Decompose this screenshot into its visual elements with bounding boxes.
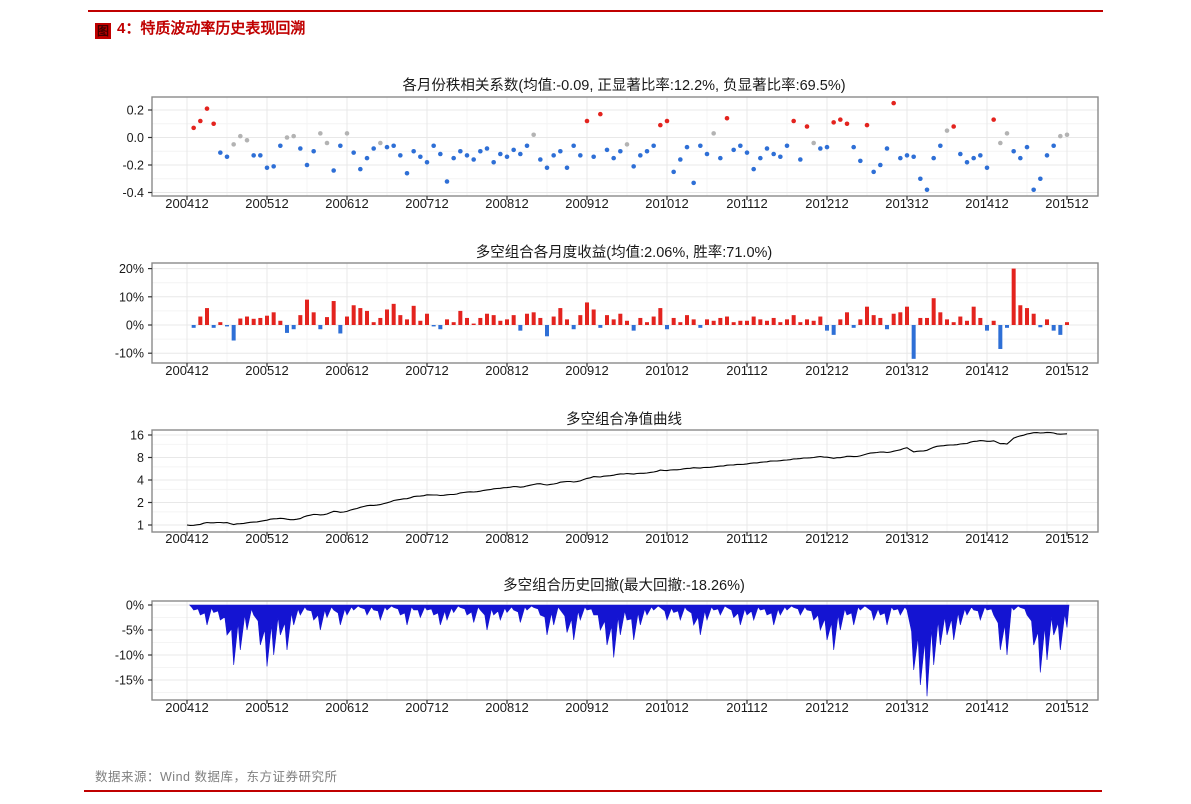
svg-text:200412: 200412 — [165, 363, 208, 378]
historical-drawdown-chart: 200412 200512 200612 200712 200812 200912 2010… — [115, 599, 1099, 715]
svg-text:200912: 200912 — [565, 196, 608, 211]
svg-text:-5%: -5% — [122, 624, 144, 638]
svg-text:200812: 200812 — [485, 196, 528, 211]
svg-text:201012: 201012 — [645, 531, 688, 546]
svg-text:201212: 201212 — [805, 531, 848, 546]
svg-text:201312: 201312 — [885, 363, 928, 378]
figure-caption-text: 4：特质波动率历史表现回溯 — [117, 20, 306, 37]
svg-text:200612: 200612 — [325, 700, 368, 715]
svg-text:1: 1 — [137, 519, 144, 533]
svg-text:200712: 200712 — [405, 196, 448, 211]
svg-text:201512: 201512 — [1045, 196, 1088, 211]
svg-text:200712: 200712 — [405, 700, 448, 715]
svg-text:201312: 201312 — [885, 531, 928, 546]
svg-text:200612: 200612 — [325, 531, 368, 546]
svg-text:201412: 201412 — [965, 196, 1008, 211]
svg-text:200512: 200512 — [245, 700, 288, 715]
svg-text:201312: 201312 — [885, 196, 928, 211]
svg-text:200712: 200712 — [405, 531, 448, 546]
monthly-returns-chart: 200412 200512 200612 200712 200812 200912 2010… — [115, 262, 1099, 378]
figure-badge-icon: 图 — [95, 23, 111, 39]
svg-text:201112: 201112 — [726, 700, 767, 715]
svg-text:-10%: -10% — [115, 347, 144, 361]
svg-text:200812: 200812 — [485, 363, 528, 378]
svg-text:200512: 200512 — [245, 531, 288, 546]
svg-text:201312: 201312 — [885, 700, 928, 715]
historical-drawdown-title: 多空组合历史回撤(最大回撤:-18.26%) — [503, 578, 745, 594]
svg-text:200912: 200912 — [565, 700, 608, 715]
svg-text:201012: 201012 — [645, 363, 688, 378]
svg-text:201512: 201512 — [1045, 531, 1088, 546]
svg-text:2: 2 — [137, 496, 144, 510]
svg-text:201212: 201212 — [805, 363, 848, 378]
svg-text:200712: 200712 — [405, 363, 448, 378]
svg-text:200912: 200912 — [565, 531, 608, 546]
caption-bottom-rule — [84, 790, 1102, 792]
svg-text:-0.4: -0.4 — [122, 186, 144, 200]
svg-text:-0.2: -0.2 — [122, 159, 144, 173]
svg-text:0.0: 0.0 — [127, 131, 144, 145]
svg-text:201212: 201212 — [805, 196, 848, 211]
svg-text:201112: 201112 — [726, 363, 767, 378]
svg-text:201412: 201412 — [965, 363, 1008, 378]
monthly-returns-title: 多空组合各月度收益(均值:2.06%, 胜率:71.0%) — [475, 245, 773, 261]
svg-text:200412: 200412 — [165, 531, 208, 546]
caption-top-rule — [88, 10, 1103, 12]
svg-text:201012: 201012 — [645, 196, 688, 211]
svg-text:201112: 201112 — [726, 196, 767, 211]
svg-text:4: 4 — [137, 474, 144, 488]
svg-text:8: 8 — [137, 451, 144, 465]
figure-caption: 图 4：特质波动率历史表现回溯 — [95, 17, 305, 39]
svg-text:201212: 201212 — [805, 700, 848, 715]
svg-text:201112: 201112 — [726, 531, 767, 546]
svg-text:201512: 201512 — [1045, 363, 1088, 378]
svg-text:200512: 200512 — [245, 196, 288, 211]
nav-curve-chart: 200412 200512 200612 200712 200812 200912 2010… — [130, 429, 1099, 546]
svg-text:201412: 201412 — [965, 700, 1008, 715]
svg-text:16: 16 — [130, 429, 144, 443]
rank-correlation-title: 各月份秩相关系数(均值:-0.09, 正显著比率:12.2%, 负显著比率:69… — [402, 78, 846, 94]
svg-text:0.2: 0.2 — [127, 104, 144, 118]
svg-text:-15%: -15% — [115, 674, 144, 688]
svg-text:200512: 200512 — [245, 363, 288, 378]
svg-text:200612: 200612 — [325, 196, 368, 211]
svg-text:10%: 10% — [119, 290, 144, 304]
svg-text:200812: 200812 — [485, 700, 528, 715]
data-source-note: 数据来源：Wind 数据库，东方证券研究所 — [95, 770, 338, 784]
svg-text:201512: 201512 — [1045, 700, 1088, 715]
svg-text:200612: 200612 — [325, 363, 368, 378]
svg-text:200412: 200412 — [165, 196, 208, 211]
svg-text:0%: 0% — [126, 319, 144, 333]
svg-text:200812: 200812 — [485, 531, 528, 546]
svg-text:-10%: -10% — [115, 649, 144, 663]
svg-text:200412: 200412 — [165, 700, 208, 715]
svg-text:0%: 0% — [126, 599, 144, 613]
svg-text:201012: 201012 — [645, 700, 688, 715]
svg-text:200912: 200912 — [565, 363, 608, 378]
svg-text:20%: 20% — [119, 262, 144, 276]
svg-text:201412: 201412 — [965, 531, 1008, 546]
rank-correlation-chart: 200412 200512 200612 200712 200812 200912 2010… — [122, 96, 1099, 211]
nav-curve-title: 多空组合净值曲线 — [566, 412, 682, 428]
